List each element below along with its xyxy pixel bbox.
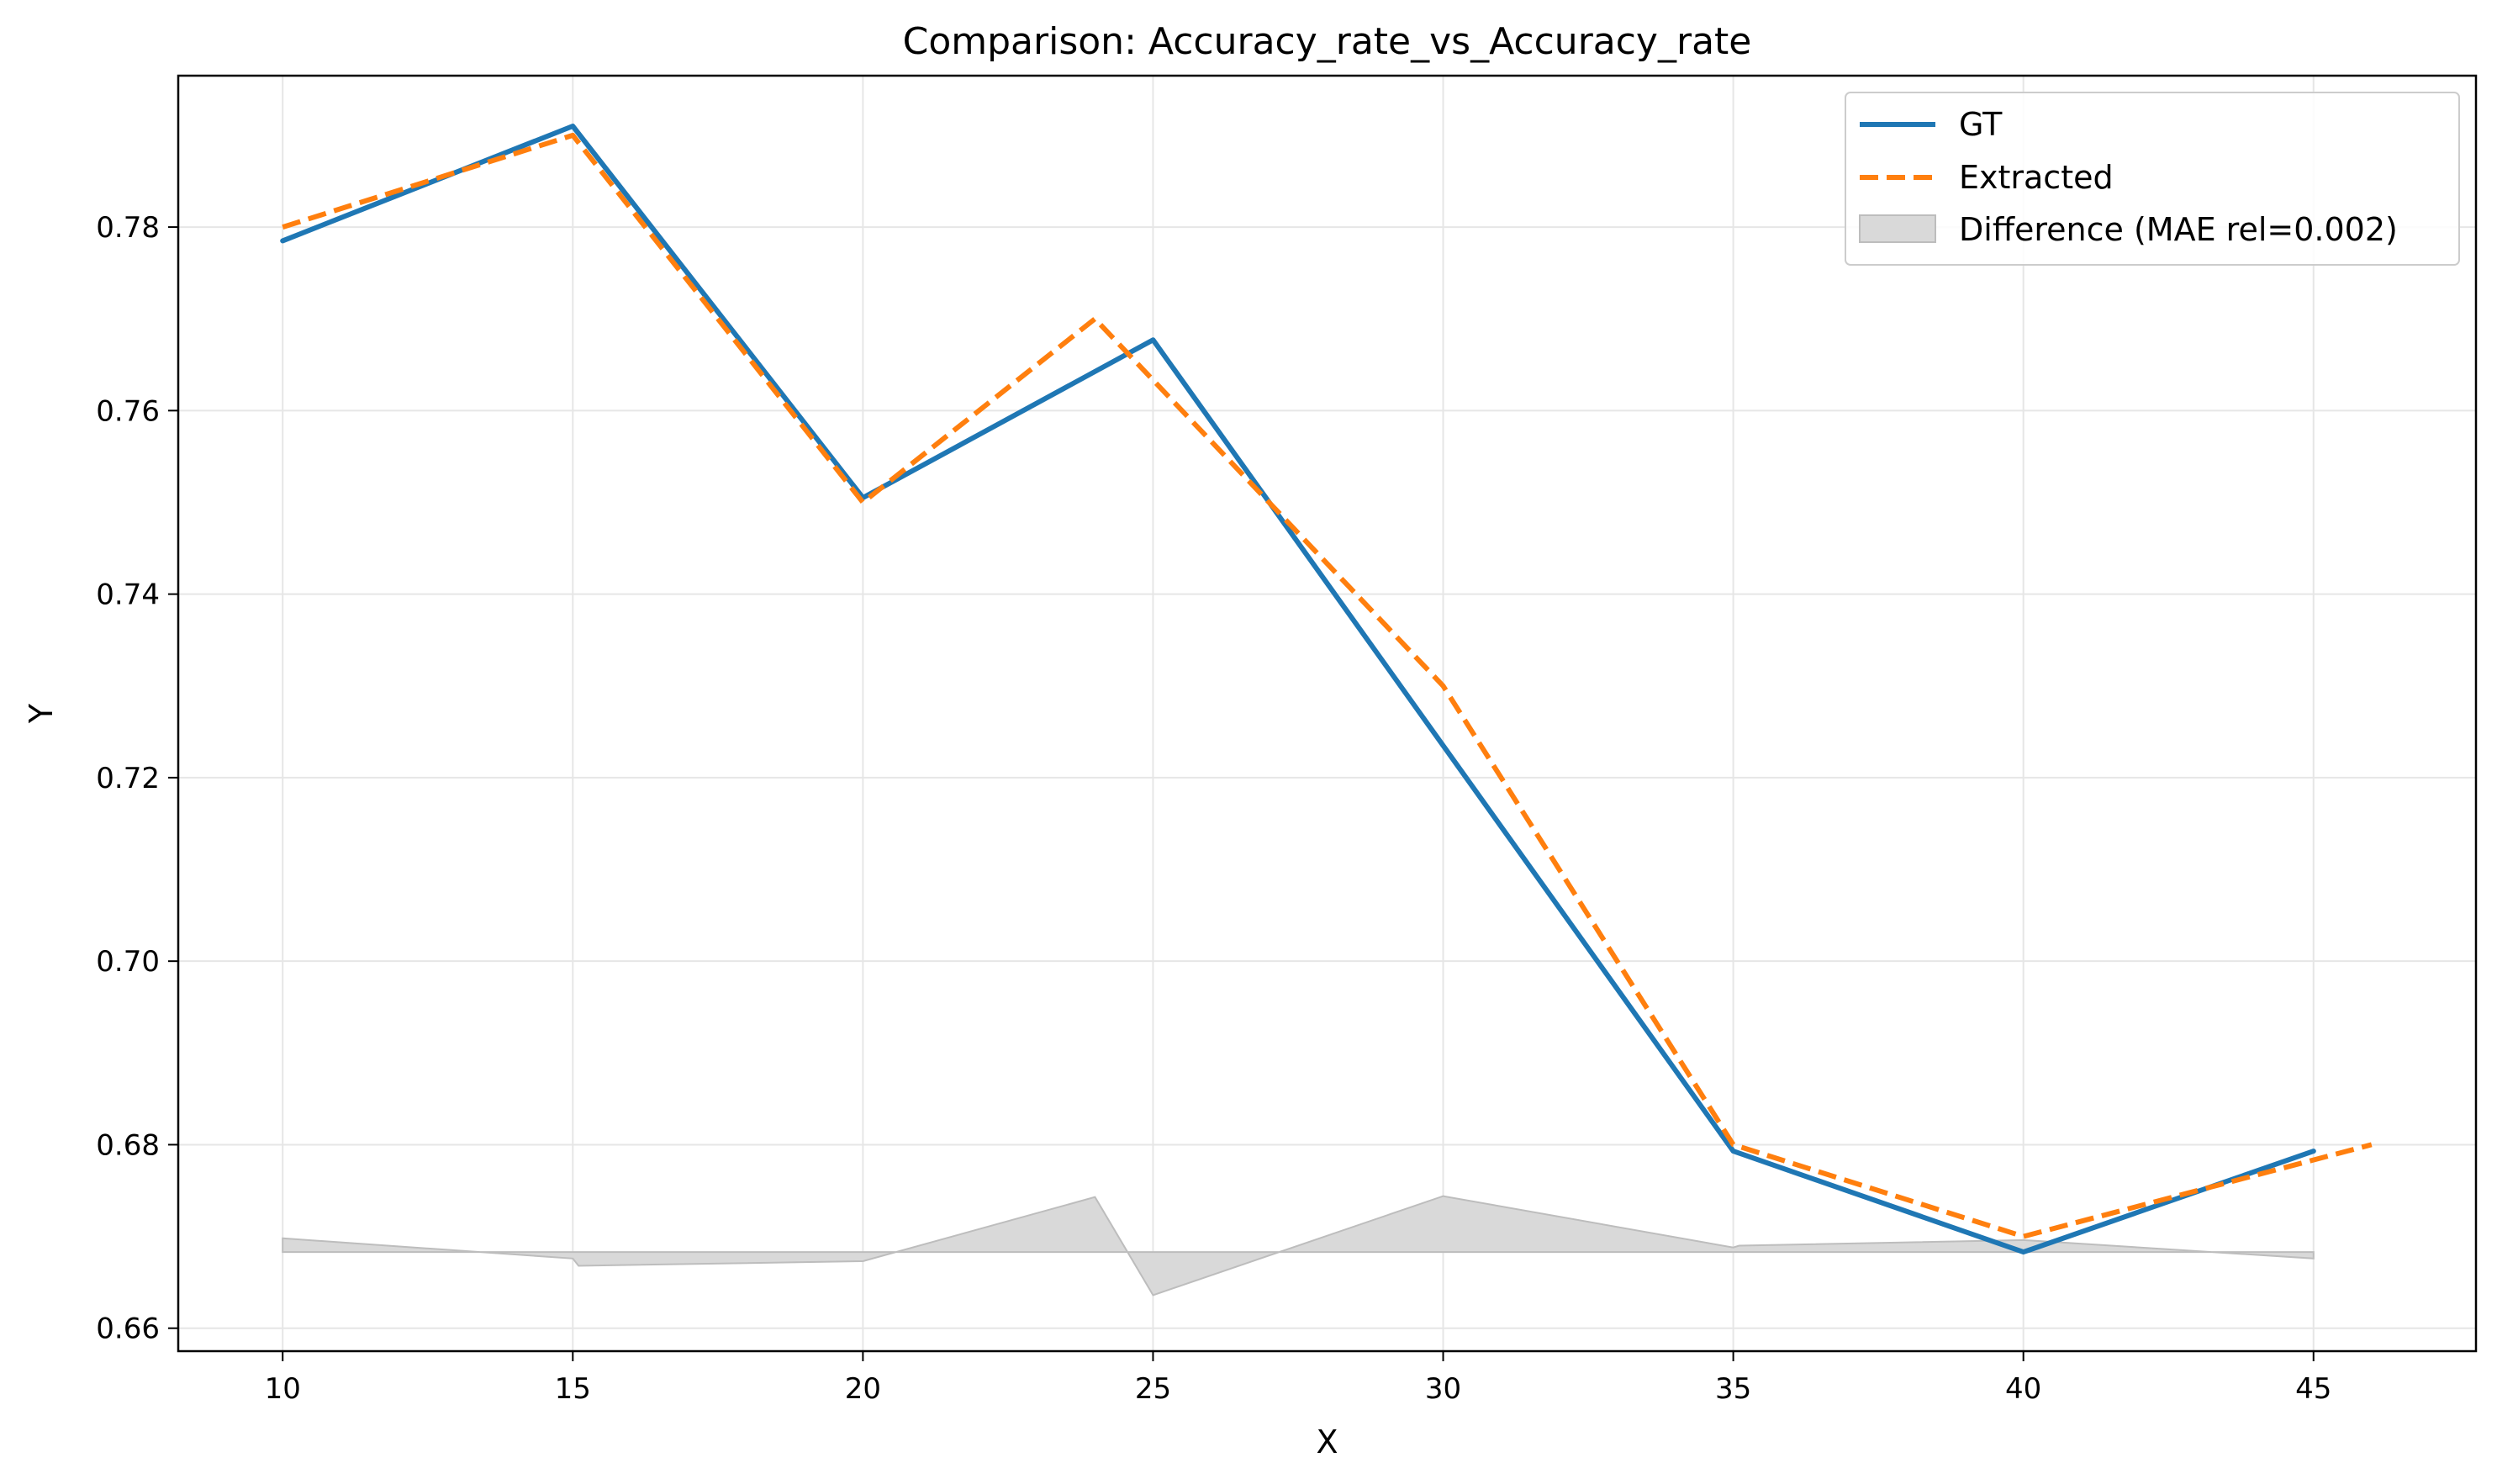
series-line-extracted xyxy=(282,132,2373,1239)
x-axis-label: X xyxy=(1316,1423,1338,1460)
series-line-gt xyxy=(280,124,2316,1255)
legend-box xyxy=(1845,92,2460,266)
axis-ticks: 10 15 20 25 30 35 40 45 0.66 0.68 0.70 0.72 0.74 0.76… xyxy=(96,211,2331,1406)
y-tick-label: 0.72 xyxy=(96,762,160,795)
y-tick-label: 0.74 xyxy=(96,578,160,612)
legend-gt-label: GT xyxy=(1959,106,2003,143)
x-tick-label: 25 xyxy=(1135,1372,1171,1406)
x-tick-label: 20 xyxy=(845,1372,881,1406)
x-tick-label: 15 xyxy=(555,1372,591,1406)
x-tick-label: 10 xyxy=(265,1372,301,1406)
plot-frame xyxy=(177,74,2478,1353)
legend-difference-swatch xyxy=(1859,214,1936,243)
legend-difference-label: Difference (MAE rel=0.002) xyxy=(1959,211,2398,248)
y-tick-label: 0.66 xyxy=(96,1312,160,1346)
x-tick-label: 45 xyxy=(2295,1372,2331,1406)
difference-area xyxy=(282,1195,2315,1297)
difference-area-layer xyxy=(282,1195,2315,1297)
y-tick-label: 0.76 xyxy=(96,394,160,428)
series-layer xyxy=(280,124,2373,1255)
y-tick-label: 0.68 xyxy=(96,1128,160,1162)
y-axis-label: Y xyxy=(23,703,60,724)
x-tick-label: 40 xyxy=(2005,1372,2041,1406)
legend: GT Extracted Difference (MAE rel=0.002) xyxy=(1845,92,2460,266)
x-tick-label: 35 xyxy=(1715,1372,1751,1406)
x-tick-label: 30 xyxy=(1425,1372,1461,1406)
grid xyxy=(178,76,2476,1351)
y-tick-label: 0.70 xyxy=(96,945,160,979)
legend-extracted-label: Extracted xyxy=(1959,159,2114,196)
chart-title: Comparison: Accuracy_rate_vs_Accuracy_ra… xyxy=(903,20,1752,63)
y-tick-label: 0.78 xyxy=(96,211,160,245)
